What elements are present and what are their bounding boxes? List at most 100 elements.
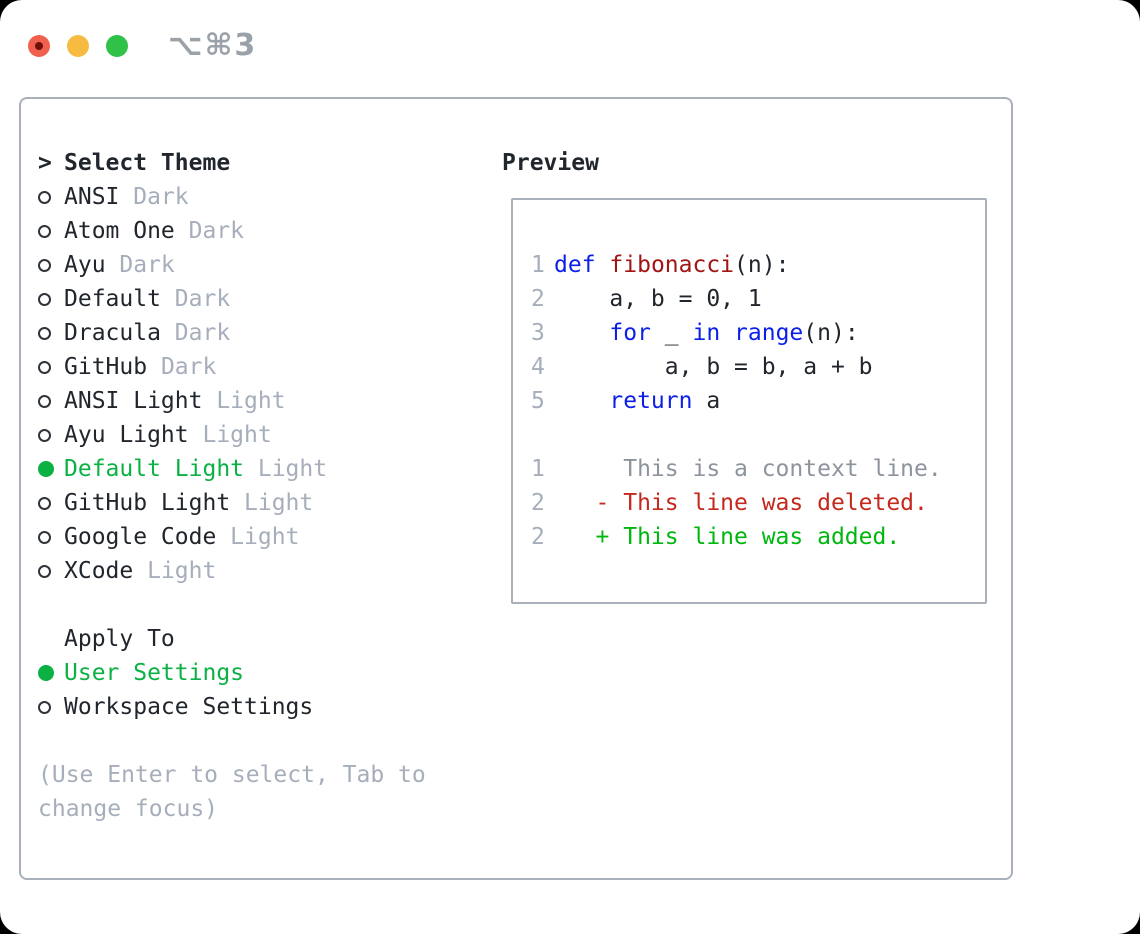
theme-list: ANSI Dark Atom One Dark Ayu Dark Default Da… [38, 180, 478, 588]
code-line: 1 def fibonacci(n): [531, 248, 985, 282]
theme-picker-panel: > Select Theme ANSI Dark Atom One Dark Ayu… [19, 97, 1013, 880]
line-number: 3 [531, 320, 545, 346]
marker-cell [38, 224, 64, 238]
theme-option[interactable]: Atom One Dark [38, 214, 478, 248]
code-lines: 1 def fibonacci(n): 2 a, b = 0, 1 3 for _ i… [531, 248, 985, 554]
theme-option[interactable]: Default Dark [38, 282, 478, 316]
theme-name: Atom One [64, 218, 175, 244]
gap [38, 588, 478, 622]
code-token: return [609, 388, 693, 414]
apply-to-heading: Apply To [64, 626, 175, 652]
code-preview-box: 1 def fibonacci(n): 2 a, b = 0, 1 3 for _ i… [511, 198, 987, 604]
code-token: a, b = b, a + b [554, 354, 873, 380]
theme-option[interactable]: GitHub Dark [38, 350, 478, 384]
radio-selected-icon [38, 461, 54, 477]
code-line: 2 - This line was deleted. [531, 486, 985, 520]
apply-to-list: User Settings Workspace Settings [38, 656, 478, 724]
theme-variant: Light [133, 558, 217, 584]
code-token: a, b = 0, 1 [554, 286, 762, 312]
code-token: range [734, 320, 804, 346]
marker-cell [38, 461, 64, 477]
theme-name: Default [64, 286, 161, 312]
code-text: + This line was added. [554, 524, 901, 550]
marker-cell [38, 394, 64, 408]
marker-cell [38, 700, 64, 714]
apply-option[interactable]: User Settings [38, 656, 478, 690]
preview-heading: Preview [502, 150, 599, 176]
code-token: in [692, 320, 721, 346]
code-text: - This line was deleted. [554, 490, 928, 516]
marker-cell [38, 292, 64, 306]
code-line: 3 for _ in range(n): [531, 316, 985, 350]
marker-cell [38, 190, 64, 204]
theme-option[interactable]: Ayu Dark [38, 248, 478, 282]
theme-option[interactable]: Ayu Light Light [38, 418, 478, 452]
theme-option[interactable]: GitHub Light Light [38, 486, 478, 520]
marker-cell [38, 665, 64, 681]
title-bar: ⌥⌘3 [28, 28, 257, 63]
theme-selector-column: > Select Theme ANSI Dark Atom One Dark Ayu… [38, 146, 478, 826]
code-token: (n): [734, 252, 790, 278]
theme-option[interactable]: Dracula Dark [38, 316, 478, 350]
radio-icon [38, 394, 51, 408]
code-text: This is a context line. [554, 456, 942, 482]
theme-name: Ayu Light [64, 422, 189, 448]
theme-variant: Dark [160, 286, 231, 312]
marker-cell [38, 530, 64, 544]
theme-option[interactable]: ANSI Dark [38, 180, 478, 214]
theme-variant: Dark [160, 320, 231, 346]
theme-option[interactable]: Google Code Light [38, 520, 478, 554]
radio-icon [38, 190, 51, 204]
radio-icon [38, 360, 51, 374]
theme-name: Ayu [64, 252, 106, 278]
marker-cell [38, 428, 64, 442]
theme-name: ANSI Light [64, 388, 203, 414]
code-token [554, 388, 609, 414]
theme-variant: Light [230, 490, 314, 516]
code-token: + This line was added. [554, 524, 901, 550]
theme-name: Default Light [64, 456, 245, 482]
radio-icon [38, 496, 51, 510]
theme-name: XCode [64, 558, 134, 584]
line-number: 4 [531, 354, 545, 380]
theme-option[interactable]: XCode Light [38, 554, 478, 588]
code-text: a, b = 0, 1 [554, 286, 762, 312]
marker-cell [38, 496, 64, 510]
theme-option[interactable]: Default Light Light [38, 452, 478, 486]
theme-option[interactable]: ANSI Light Light [38, 384, 478, 418]
code-text: def fibonacci(n): [554, 252, 789, 278]
radio-icon [38, 326, 51, 340]
radio-selected-icon [38, 665, 54, 681]
line-number: 2 [531, 524, 545, 550]
code-token: - This line was deleted. [554, 490, 928, 516]
theme-name: GitHub [64, 354, 148, 380]
code-line: 4 a, b = b, a + b [531, 350, 985, 384]
theme-name: GitHub Light [64, 490, 231, 516]
theme-variant: Light [202, 388, 286, 414]
close-icon[interactable] [28, 34, 50, 57]
apply-to-heading-row: Apply To [38, 622, 478, 656]
radio-icon [38, 292, 51, 306]
preview-column: Preview 1 def fibonacci(n): 2 a, b = 0, 1 3… [502, 146, 987, 604]
radio-icon [38, 564, 51, 578]
radio-icon [38, 224, 51, 238]
code-token: (n): [803, 320, 859, 346]
marker-cell [38, 564, 64, 578]
marker-cell [38, 258, 64, 272]
zoom-icon[interactable] [106, 34, 128, 57]
code-token: This is a context line. [554, 456, 942, 482]
line-number: 2 [531, 490, 545, 516]
code-token: for [609, 320, 651, 346]
select-theme-heading-row: > Select Theme [38, 146, 478, 180]
code-text: a, b = b, a + b [554, 354, 873, 380]
theme-name: Dracula [64, 320, 161, 346]
line-number: 2 [531, 286, 545, 312]
line-number: 5 [531, 388, 545, 414]
code-token: _ [650, 320, 693, 346]
minimize-icon[interactable] [67, 34, 89, 57]
theme-variant: Dark [105, 252, 175, 278]
apply-option[interactable]: Workspace Settings [38, 690, 478, 724]
code-text: for _ in range(n): [554, 320, 859, 346]
line-number: 1 [531, 252, 545, 278]
